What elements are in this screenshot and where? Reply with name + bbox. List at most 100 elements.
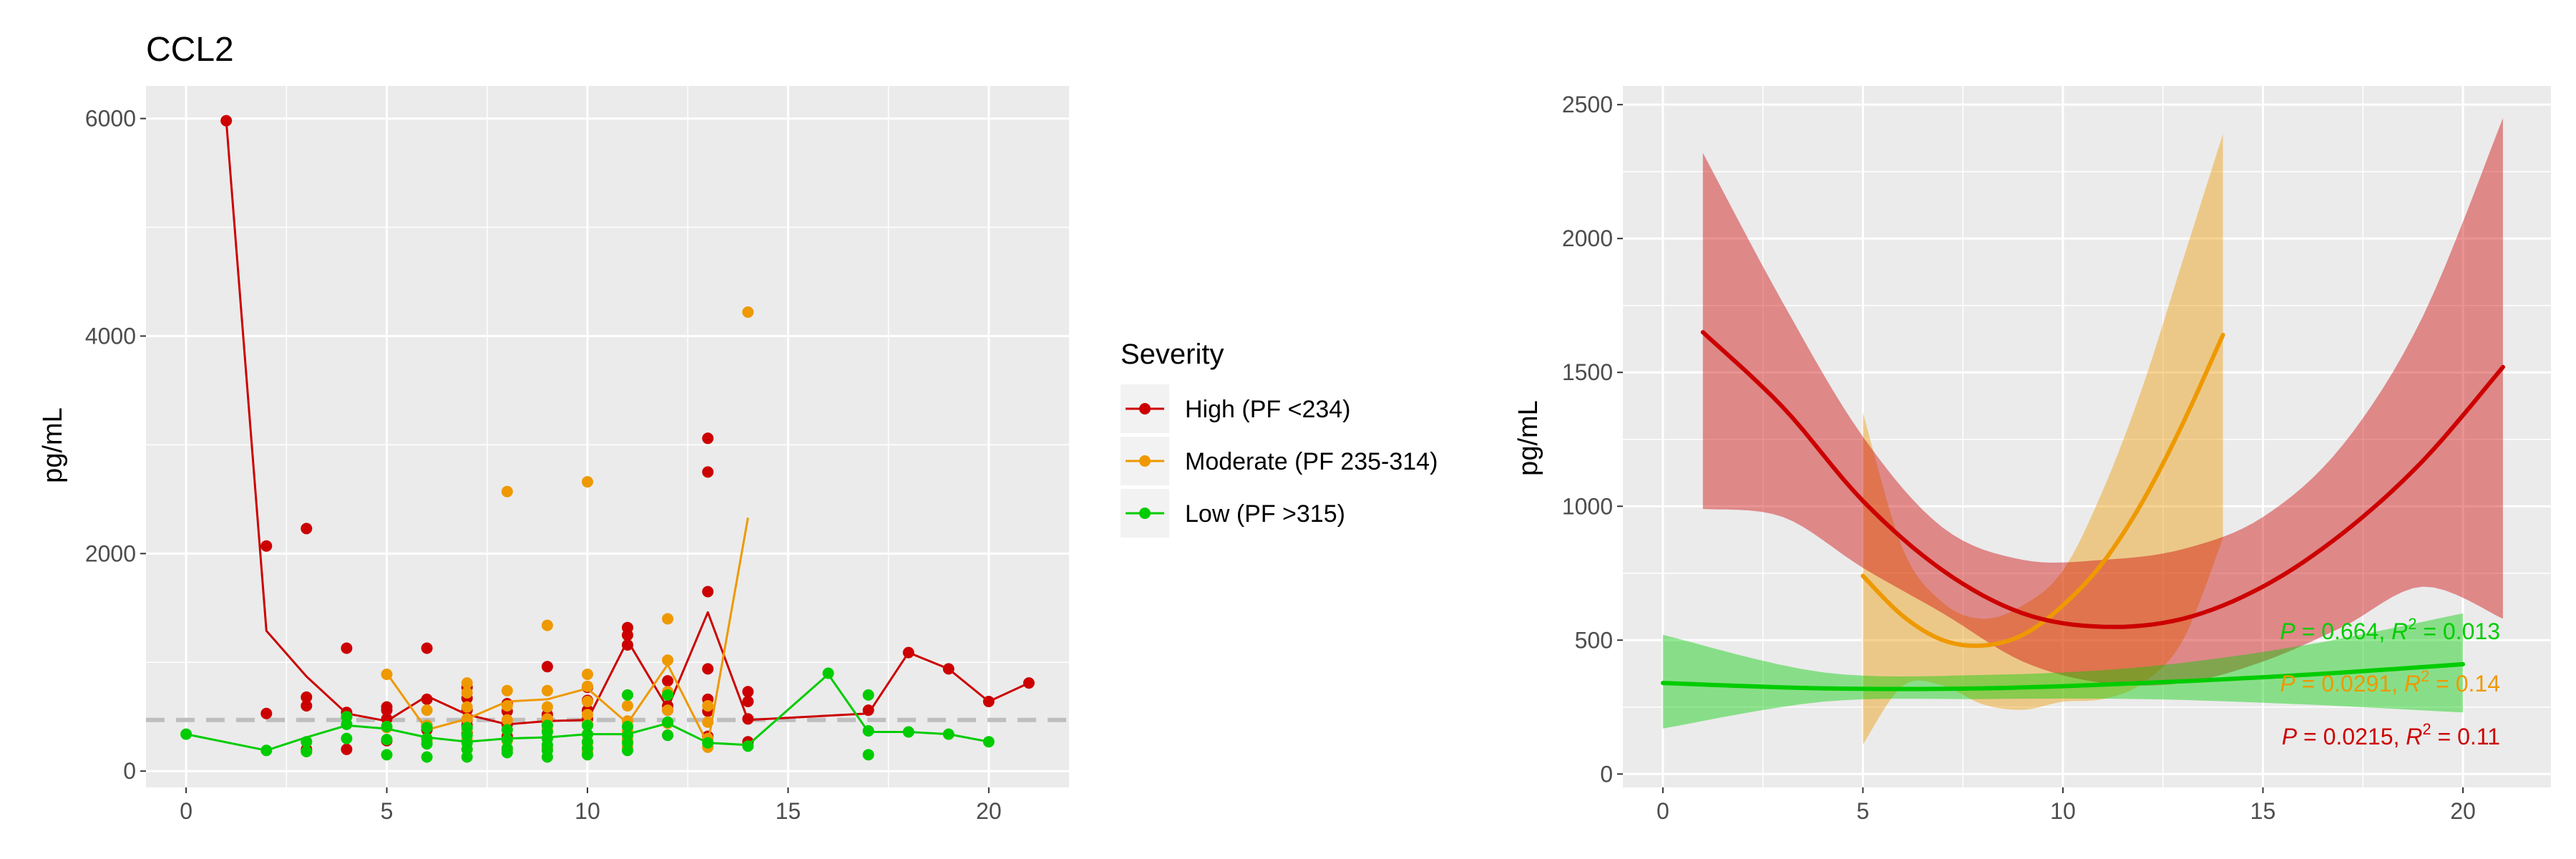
data-point-low	[742, 740, 754, 752]
legend-dot-moderate	[1139, 455, 1151, 467]
data-point-low	[862, 749, 874, 761]
data-point-moderate	[582, 709, 593, 721]
data-point-moderate	[582, 680, 593, 692]
data-point-low	[622, 689, 633, 701]
data-point-high	[862, 704, 874, 717]
data-point-low	[341, 718, 353, 730]
left-tick-label-y: 6000	[85, 106, 136, 132]
data-point-moderate	[702, 700, 714, 712]
right-tick-label-x: 20	[2450, 798, 2476, 824]
data-point-low	[541, 751, 553, 763]
data-point-low	[501, 734, 513, 746]
data-point-moderate	[541, 619, 553, 631]
data-point-low	[662, 716, 674, 728]
right-tick-label-x: 15	[2250, 798, 2276, 824]
left-tick-label-x: 0	[180, 798, 192, 824]
right-tick-label-x: 5	[1857, 798, 1870, 824]
data-point-moderate	[541, 701, 553, 713]
data-point-high	[622, 639, 633, 651]
data-point-low	[260, 744, 273, 757]
left-plot-panel: 0 5 10 15 20 0 2000 4000 6000	[85, 86, 1069, 824]
legend-dot-low	[1139, 508, 1151, 519]
data-point-high	[421, 642, 433, 654]
left-tick-label-x: 15	[776, 798, 801, 824]
r-exponent: 2	[2422, 720, 2431, 738]
legend-item-high: High (PF <234)	[1121, 384, 1351, 433]
fit-curve-moderate	[1860, 332, 2225, 649]
confidence-band-moderate	[1863, 134, 2223, 745]
fit-curve-low	[1660, 661, 2465, 691]
data-point-low	[622, 720, 633, 732]
r-exponent: 2	[2421, 667, 2429, 685]
left-tick-label-y: 2000	[85, 540, 136, 566]
data-point-moderate	[501, 485, 513, 498]
data-point-high	[702, 432, 714, 445]
r-exponent: 2	[2408, 615, 2416, 633]
data-point-high	[942, 663, 955, 675]
data-point-high	[260, 540, 273, 552]
data-point-high	[622, 629, 633, 641]
right-tick-label-y: 0	[1600, 761, 1613, 787]
data-point-high	[301, 691, 313, 703]
data-point-low	[461, 751, 473, 763]
data-point-low	[341, 732, 353, 744]
data-point-moderate	[461, 713, 473, 725]
right-plot-panel: 0 5 10 15 20 0 500 1000 1500 2000 2500 P = 0.0215, …	[1562, 86, 2551, 824]
left-tick-label-y: 4000	[85, 323, 136, 349]
data-point-low	[662, 689, 674, 701]
legend-item-low: Low (PF >315)	[1121, 489, 1345, 538]
data-point-high	[220, 115, 233, 127]
data-point-low	[862, 689, 874, 701]
data-point-moderate	[662, 704, 674, 717]
data-point-low	[582, 749, 593, 761]
data-point-moderate	[461, 686, 473, 699]
right-tick-label-y: 1000	[1562, 493, 1613, 519]
data-point-low	[301, 736, 313, 748]
right-tick-label-x: 10	[2050, 798, 2076, 824]
data-point-high	[301, 700, 313, 712]
data-point-low	[902, 726, 914, 738]
left-chart-title: CCL2	[146, 31, 234, 69]
fit-curve-high	[1700, 330, 2505, 629]
data-point-moderate	[501, 684, 513, 697]
right-tick-label-y: 1500	[1562, 359, 1613, 385]
data-point-high	[260, 707, 273, 719]
legend-label-low: Low (PF >315)	[1185, 500, 1345, 528]
data-point-low	[421, 751, 433, 763]
data-point-moderate	[702, 716, 714, 728]
data-point-low	[421, 738, 433, 750]
legend-dot-high	[1139, 403, 1151, 414]
data-point-moderate	[381, 669, 393, 680]
data-point-moderate	[421, 704, 433, 717]
data-point-moderate	[501, 700, 513, 712]
data-point-moderate	[501, 714, 513, 726]
data-point-moderate	[582, 476, 593, 488]
right-tick-label-y: 500	[1575, 627, 1613, 653]
legend-label-moderate: Moderate (PF 235-314)	[1185, 448, 1438, 475]
left-y-axis-label: pg/mL	[38, 407, 68, 483]
data-point-high	[902, 646, 914, 659]
data-point-moderate	[582, 696, 593, 707]
data-point-high	[742, 686, 754, 698]
data-point-high	[982, 696, 995, 707]
data-point-high	[341, 743, 353, 755]
data-point-high	[742, 713, 754, 725]
r-value: = 0.013	[2416, 618, 2500, 644]
data-point-moderate	[582, 669, 593, 680]
data-point-low	[381, 720, 393, 732]
data-point-low	[421, 722, 433, 734]
data-point-low	[822, 667, 834, 679]
right-tick-label-y: 2000	[1562, 225, 1613, 251]
p-value: = 0.664,	[2296, 618, 2391, 644]
legend-item-moderate: Moderate (PF 235-314)	[1121, 437, 1438, 485]
data-point-high	[381, 704, 393, 717]
stats-annotation-low: P = 0.664, R2 = 0.013	[2280, 615, 2500, 644]
trend-line-moderate	[386, 517, 749, 745]
data-point-high	[742, 696, 754, 707]
data-point-high	[702, 466, 714, 478]
data-point-moderate	[461, 701, 473, 713]
data-point-low	[862, 725, 874, 737]
r-symbol: R	[2406, 724, 2422, 749]
right-tick-label-y: 2500	[1562, 92, 1613, 117]
